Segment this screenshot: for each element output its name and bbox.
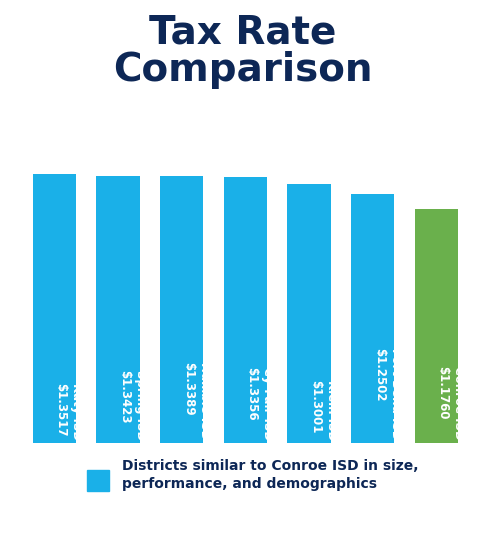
Text: Districts similar to Conroe ISD in size,
performance, and demographics: Districts similar to Conroe ISD in size,…	[122, 459, 418, 491]
Text: Tax Rate: Tax Rate	[149, 14, 337, 51]
Bar	[33, 174, 76, 443]
Bar	[224, 177, 267, 443]
Bar	[415, 209, 458, 443]
Text: Cy-Fair ISD
$1.3356: Cy-Fair ISD $1.3356	[245, 367, 275, 440]
Bar	[160, 177, 204, 443]
Text: Humble ISD
$1.3389: Humble ISD $1.3389	[182, 362, 211, 440]
Text: Spring ISD
$1.3423: Spring ISD $1.3423	[118, 369, 147, 440]
Text: Fort Bend ISD
$1.2502: Fort Bend ISD $1.2502	[373, 348, 402, 440]
Text: Klein ISD
$1.3001: Klein ISD $1.3001	[309, 380, 338, 440]
Text: Comparison: Comparison	[113, 51, 373, 89]
Bar	[96, 176, 140, 443]
Text: Katy ISD
$1.3517: Katy ISD $1.3517	[54, 383, 84, 440]
Bar	[351, 194, 395, 443]
Bar	[287, 184, 331, 443]
Text: Conroe ISD
$1.1760: Conroe ISD $1.1760	[436, 366, 466, 440]
